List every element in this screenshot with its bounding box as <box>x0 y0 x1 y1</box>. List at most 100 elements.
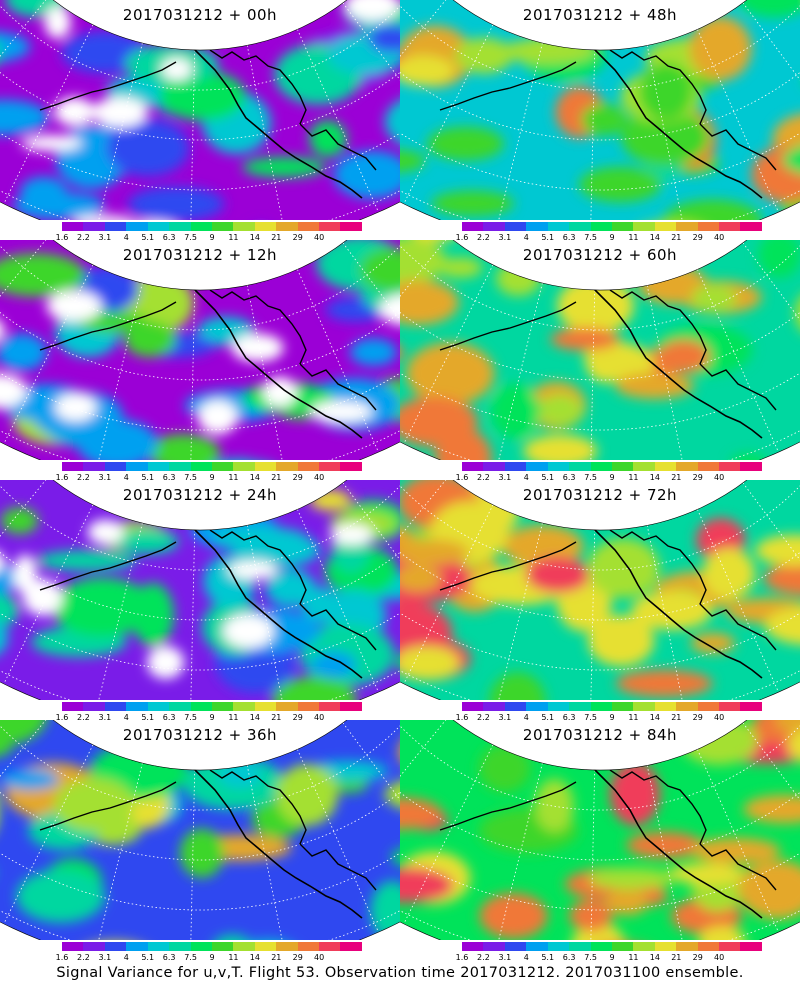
variance-blob <box>124 321 176 358</box>
colorbar-swatch <box>83 462 105 471</box>
colorbar-swatch <box>504 942 527 951</box>
longitude-line <box>246 45 287 220</box>
variance-blob <box>349 338 397 366</box>
colorbar-swatch <box>169 462 191 471</box>
colorbar-tick-label: 3.1 <box>498 473 512 482</box>
longitude-line <box>297 269 379 453</box>
colorbar-swatch <box>254 222 277 231</box>
panel-title: 2017031212 + 24h <box>122 486 278 504</box>
colorbar-tick-label: 29 <box>692 473 703 482</box>
colorbar <box>462 942 762 951</box>
colorbar-swatch <box>633 942 655 951</box>
variance-blob <box>400 539 469 566</box>
colorbar-swatch <box>147 222 170 231</box>
variance-map <box>400 720 800 940</box>
colorbar-tick-label: 11 <box>228 233 239 242</box>
colorbar-tick-label: 14 <box>649 713 660 722</box>
colorbar-swatch <box>297 222 320 231</box>
low-variance-gap <box>263 376 297 407</box>
latitude-line <box>0 0 400 191</box>
longitude-line <box>400 240 450 392</box>
variance-blob <box>743 794 800 824</box>
variance-blob <box>370 880 400 940</box>
latitude-line <box>0 240 400 431</box>
variance-map <box>0 240 400 460</box>
map-panel: 2017031212 + 72h 1.6 2.2 3.1 4 5.1 6.3 7.5 9 11 14… <box>400 480 800 724</box>
coastline <box>439 781 577 831</box>
coastline <box>189 764 363 919</box>
colorbar-tick-label: 1.6 <box>55 233 69 242</box>
colorbar-swatch <box>254 942 277 951</box>
variance-blob <box>639 62 693 121</box>
variance-blob <box>691 284 738 312</box>
colorbar-tick-label: 4 <box>123 953 129 962</box>
coastline <box>439 61 577 111</box>
colorbar-tick-label: 40 <box>314 473 325 482</box>
variance-blob <box>489 672 546 700</box>
colorbar-tick-label: 29 <box>292 233 303 242</box>
colorbar-swatch <box>547 462 570 471</box>
longitude-line <box>3 24 94 204</box>
colorbar-tick-label: 11 <box>228 473 239 482</box>
coastline <box>209 769 377 891</box>
variance-blob <box>657 339 710 374</box>
colorbar-swatch <box>233 942 255 951</box>
colorbar-swatch <box>340 462 362 471</box>
colorbar-tick-label: 21 <box>271 953 282 962</box>
map-border <box>0 720 400 940</box>
coastline <box>209 529 377 651</box>
variance-blob <box>525 557 591 593</box>
longitude-line <box>400 720 450 872</box>
colorbar-tick-label: 4 <box>523 713 529 722</box>
colorbar-tick-label: 21 <box>271 473 282 482</box>
colorbar-swatch <box>740 222 762 231</box>
variance-blob <box>115 529 179 555</box>
low-variance-gap <box>71 215 133 220</box>
colorbar-tick-label: 40 <box>714 233 725 242</box>
colorbar-swatch <box>276 462 298 471</box>
longitude-line <box>297 749 379 933</box>
variance-blob <box>479 893 548 939</box>
colorbar-tick-label: 1.6 <box>455 953 469 962</box>
variance-blob <box>491 383 541 439</box>
variance-blob <box>276 764 338 826</box>
colorbar-tick-label: 11 <box>628 473 639 482</box>
longitude-line <box>189 289 196 460</box>
colorbar-swatch <box>504 702 527 711</box>
panel-title: 2017031212 + 12h <box>122 246 278 264</box>
colorbar-tick-label: 11 <box>228 953 239 962</box>
colorbar-swatch <box>547 942 570 951</box>
colorbar-swatch <box>83 222 105 231</box>
longitude-line <box>3 744 94 924</box>
colorbar-tick-label: 2.2 <box>477 233 490 242</box>
colorbar <box>462 222 762 231</box>
coastline <box>609 49 777 171</box>
longitude-line <box>342 242 400 404</box>
variance-blob <box>502 525 584 568</box>
variance-blob <box>0 99 49 136</box>
longitude-line <box>403 264 494 444</box>
variance-blob <box>400 396 478 447</box>
colorbar-swatch <box>483 942 505 951</box>
colorbar-swatch <box>190 942 212 951</box>
colorbar-swatch <box>169 702 191 711</box>
colorbar-labels: 1.6 2.2 3.1 4 5.1 6.3 7.5 9 11 14 21 29 40 <box>50 473 362 485</box>
longitude-line <box>342 722 400 884</box>
colorbar-tick-label: 6.3 <box>162 233 176 242</box>
colorbar-swatch <box>297 462 320 471</box>
colorbar-tick-label: 7.5 <box>184 233 197 242</box>
colorbar-tick-label: 3.1 <box>498 953 512 962</box>
variance-blob <box>0 720 49 746</box>
variance-blob <box>615 669 713 697</box>
colorbar-swatch <box>590 222 612 231</box>
longitude-line <box>742 482 800 644</box>
colorbar-swatch <box>654 702 677 711</box>
variance-blob <box>690 632 736 654</box>
colorbar-swatch <box>504 462 527 471</box>
colorbar-tick-label: 9 <box>609 233 615 242</box>
colorbar-swatch <box>526 942 548 951</box>
colorbar-tick-label: 14 <box>249 233 260 242</box>
longitude-line <box>589 49 596 220</box>
variance-blob <box>272 676 357 700</box>
colorbar-swatch <box>62 702 84 711</box>
